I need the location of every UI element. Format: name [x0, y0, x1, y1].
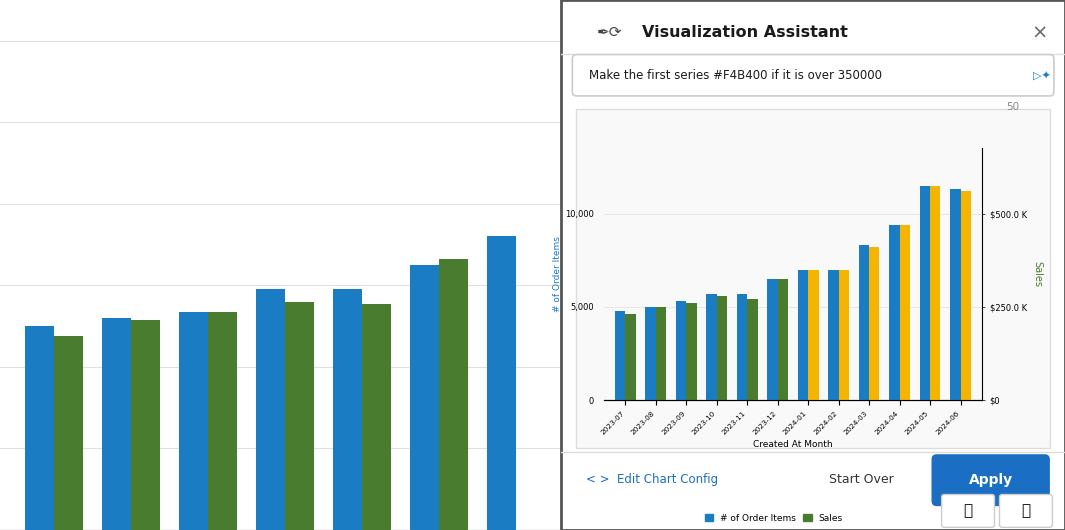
- Bar: [131, 320, 160, 530]
- Bar: [767, 279, 777, 400]
- Legend: # of Order Items, Sales: # of Order Items, Sales: [702, 510, 847, 527]
- Bar: [615, 311, 625, 400]
- Bar: [179, 312, 208, 530]
- Bar: [808, 270, 819, 400]
- Text: ×: ×: [1031, 23, 1047, 42]
- Bar: [961, 191, 971, 400]
- Text: ▷✦: ▷✦: [1033, 70, 1051, 80]
- Text: 👍: 👍: [964, 504, 972, 518]
- Bar: [101, 318, 131, 530]
- Text: ✒⟳: ✒⟳: [596, 25, 622, 40]
- Bar: [625, 314, 636, 400]
- Bar: [748, 299, 757, 400]
- Bar: [332, 289, 362, 530]
- Bar: [487, 236, 515, 530]
- Bar: [798, 270, 808, 400]
- FancyBboxPatch shape: [1000, 494, 1052, 527]
- Bar: [737, 294, 748, 400]
- Bar: [889, 225, 900, 400]
- FancyBboxPatch shape: [572, 55, 1054, 96]
- Bar: [920, 186, 930, 400]
- Bar: [777, 279, 788, 400]
- Bar: [858, 245, 869, 400]
- Bar: [930, 186, 940, 400]
- Bar: [950, 189, 961, 400]
- FancyBboxPatch shape: [941, 494, 995, 527]
- Bar: [645, 307, 656, 400]
- Bar: [54, 337, 83, 530]
- Bar: [706, 294, 717, 400]
- Bar: [656, 307, 666, 400]
- Bar: [869, 247, 880, 400]
- Text: Start Over: Start Over: [829, 473, 894, 486]
- Y-axis label: # of Order Items: # of Order Items: [554, 236, 562, 312]
- Text: 👎: 👎: [1021, 504, 1031, 518]
- Text: Make the first series #F4B400 if it is over 350000: Make the first series #F4B400 if it is o…: [589, 69, 882, 82]
- FancyBboxPatch shape: [932, 454, 1050, 506]
- Bar: [676, 302, 686, 400]
- Bar: [829, 270, 838, 400]
- Bar: [208, 312, 237, 530]
- Bar: [362, 304, 391, 530]
- Bar: [900, 225, 910, 400]
- Text: Apply: Apply: [969, 473, 1013, 487]
- Bar: [284, 302, 314, 530]
- Bar: [686, 303, 697, 400]
- X-axis label: Created At Month: Created At Month: [753, 440, 833, 449]
- Bar: [24, 326, 54, 530]
- Text: 50: 50: [1006, 102, 1019, 112]
- FancyBboxPatch shape: [576, 109, 1050, 448]
- Y-axis label: Sales: Sales: [1032, 261, 1043, 287]
- Bar: [717, 296, 727, 400]
- Text: < >  Edit Chart Config: < > Edit Chart Config: [587, 473, 719, 486]
- Bar: [439, 259, 469, 530]
- Text: Visualization Assistant: Visualization Assistant: [642, 25, 848, 40]
- FancyBboxPatch shape: [561, 0, 1065, 530]
- Bar: [838, 270, 849, 400]
- Bar: [410, 265, 439, 530]
- Bar: [256, 289, 284, 530]
